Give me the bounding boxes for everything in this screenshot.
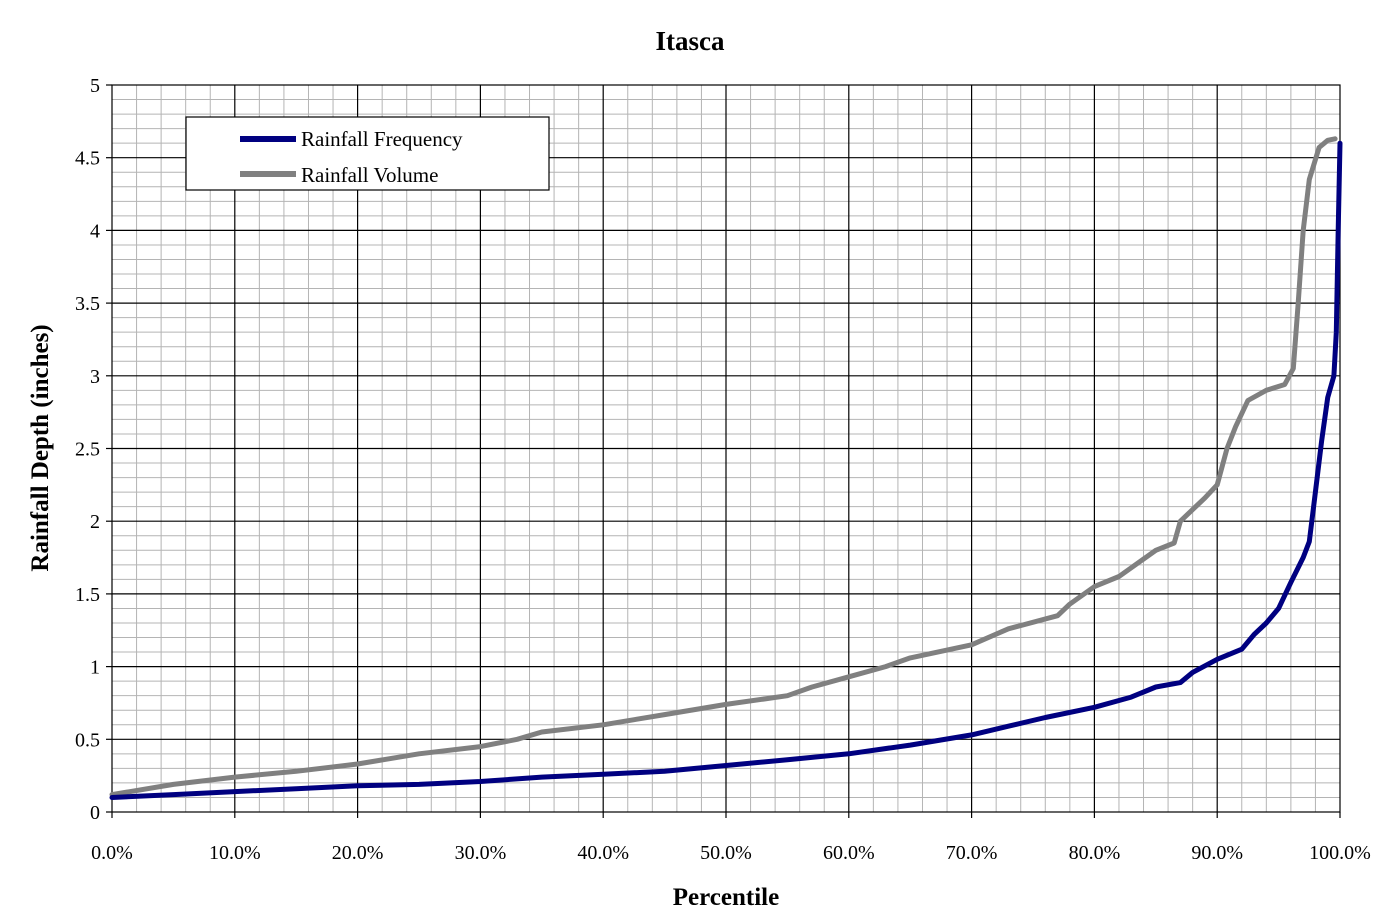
legend-label-rainfall-volume: Rainfall Volume (301, 163, 438, 187)
y-tick-label: 2.5 (75, 439, 100, 461)
legend-box (185, 116, 550, 191)
x-tick-label: 50.0% (700, 842, 752, 864)
x-tick-label: 90.0% (1191, 842, 1243, 864)
x-tick-label: 40.0% (577, 842, 629, 864)
legend-label-rainfall-frequency: Rainfall Frequency (301, 127, 463, 151)
y-tick-label: 4.5 (75, 148, 100, 170)
x-axis-title: Percentile (673, 884, 779, 911)
x-tick-label: 60.0% (823, 842, 875, 864)
x-tick-label: 20.0% (332, 842, 384, 864)
series-layer (109, 136, 1343, 800)
x-tick-label: 10.0% (209, 842, 261, 864)
y-tick-label: 4 (90, 220, 100, 242)
y-tick-label: 2 (90, 511, 100, 533)
series-line-rainfall-volume (109, 136, 1338, 798)
y-tick-label: 1.5 (75, 584, 100, 606)
x-axis-ticks: 0.0% 10.0% 20.0% 30.0% 40.0% 50.0% 60.0% 70.0% 8… (91, 812, 1371, 864)
x-tick-label: 100.0% (1309, 842, 1371, 864)
y-tick-label: 3 (90, 366, 100, 388)
x-tick-label: 30.0% (455, 842, 507, 864)
legend: Rainfall Frequency Rainfall Volume (185, 116, 550, 191)
y-tick-label: 3.5 (75, 293, 100, 315)
y-tick-label: 5 (90, 75, 100, 97)
chart-title: Itasca (656, 26, 725, 56)
y-tick-label: 0 (90, 802, 100, 824)
series-line-rainfall-frequency (109, 140, 1343, 800)
y-axis-ticks: 0 0.5 1 1.5 2 2.5 3 3.5 4 4.5 5 (75, 75, 112, 824)
y-tick-label: 1 (90, 657, 100, 679)
x-tick-label: 70.0% (946, 842, 998, 864)
x-tick-label: 0.0% (91, 842, 133, 864)
x-tick-label: 80.0% (1069, 842, 1121, 864)
major-grid (112, 85, 1340, 812)
y-tick-label: 0.5 (75, 729, 100, 751)
y-axis-title: Rainfall Depth (inches) (27, 324, 54, 571)
